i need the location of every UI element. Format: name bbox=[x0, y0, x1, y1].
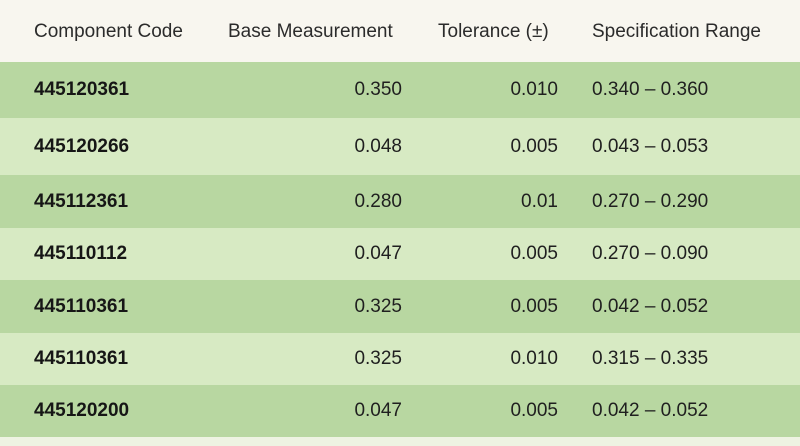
base-measurement-cell: 0.280 bbox=[354, 190, 402, 212]
table-row: 445112361 0.280 0.01 0.270 – 0.290 bbox=[0, 175, 800, 228]
tolerance-cell: 0.005 bbox=[510, 400, 558, 421]
table-bottom-edge bbox=[0, 437, 800, 446]
table-row: 445110361 0.325 0.005 0.042 – 0.052 bbox=[0, 280, 800, 333]
component-code-cell: 445110361 bbox=[34, 295, 129, 317]
table-row: 445120200 0.047 0.005 0.042 – 0.052 bbox=[0, 385, 800, 437]
header-tolerance: Tolerance (±) bbox=[438, 21, 549, 42]
table-row: 445120266 0.048 0.005 0.043 – 0.053 bbox=[0, 118, 800, 175]
base-measurement-cell: 0.048 bbox=[354, 135, 402, 157]
base-measurement-cell: 0.325 bbox=[354, 295, 402, 317]
tolerance-cell: 0.01 bbox=[521, 190, 558, 212]
specification-range-cell: 0.270 – 0.290 bbox=[592, 190, 709, 212]
component-code-cell: 445110361 bbox=[34, 348, 129, 369]
base-measurement-cell: 0.047 bbox=[354, 243, 402, 264]
specification-range-cell: 0.315 – 0.335 bbox=[592, 348, 709, 369]
component-code-cell: 445110112 bbox=[34, 243, 128, 264]
component-code-cell: 445120200 bbox=[34, 400, 130, 421]
base-measurement-cell: 0.047 bbox=[354, 400, 402, 421]
header-base-measurement: Base Measurement bbox=[228, 21, 393, 42]
header-component-code: Component Code bbox=[34, 21, 183, 42]
tolerance-cell: 0.005 bbox=[510, 295, 558, 317]
table-row: 445110361 0.325 0.010 0.315 – 0.335 bbox=[0, 333, 800, 385]
table-header: Component Code Base Measurement Toleranc… bbox=[0, 0, 800, 64]
base-measurement-cell: 0.325 bbox=[354, 348, 402, 369]
specification-range-cell: 0.340 – 0.360 bbox=[592, 79, 709, 100]
table-row: 445110112 0.047 0.005 0.270 – 0.090 bbox=[0, 228, 800, 280]
tolerance-cell: 0.005 bbox=[510, 243, 558, 264]
tolerance-cell: 0.010 bbox=[510, 348, 558, 369]
specification-range-cell: 0.270 – 0.090 bbox=[592, 243, 709, 264]
base-measurement-cell: 0.350 bbox=[354, 79, 402, 100]
component-code-cell: 445112361 bbox=[34, 190, 129, 212]
tolerance-cell: 0.005 bbox=[510, 135, 558, 157]
specification-range-cell: 0.043 – 0.053 bbox=[592, 135, 709, 157]
specification-range-cell: 0.042 – 0.052 bbox=[592, 295, 709, 317]
table-row: 445120361 0.350 0.010 0.340 – 0.360 bbox=[0, 62, 800, 118]
component-code-cell: 445120361 bbox=[34, 79, 130, 100]
header-specification-range: Specification Range bbox=[592, 21, 761, 42]
component-code-cell: 445120266 bbox=[34, 135, 130, 157]
specification-range-cell: 0.042 – 0.052 bbox=[592, 400, 709, 421]
tolerance-cell: 0.010 bbox=[510, 79, 558, 100]
